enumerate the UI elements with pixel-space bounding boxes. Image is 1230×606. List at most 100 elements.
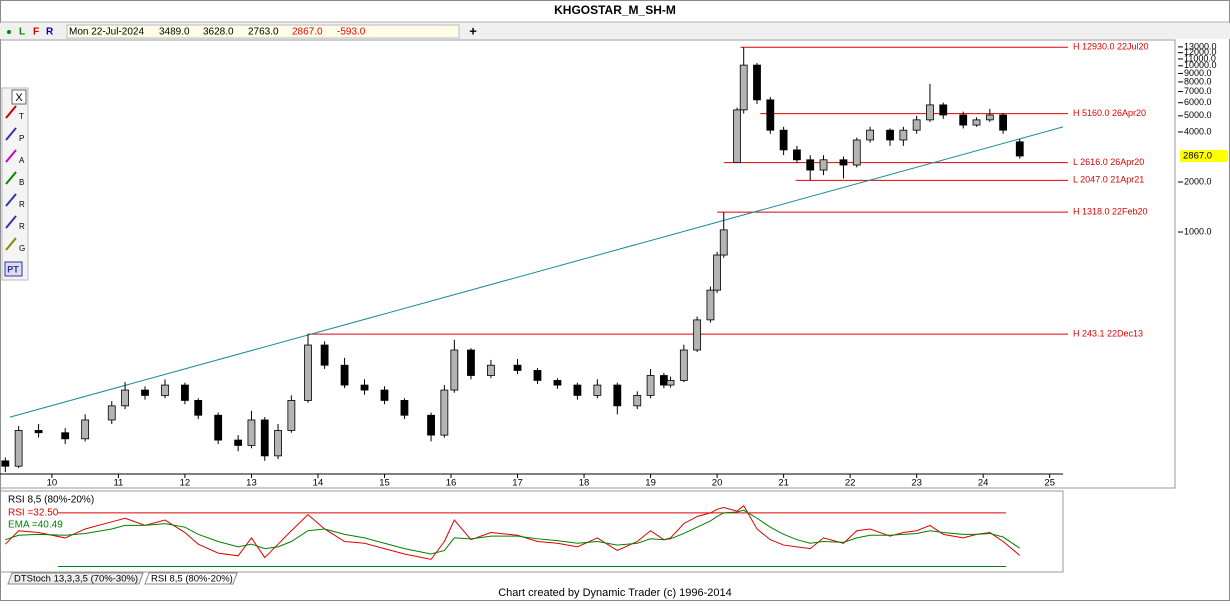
tool-icon[interactable] — [5, 237, 17, 251]
candle-body — [274, 430, 282, 457]
candle-body — [450, 349, 459, 391]
rsi-panel — [0, 490, 1064, 573]
candle-body — [839, 159, 848, 166]
x-tick-label: 21 — [778, 478, 789, 489]
toolbar-button[interactable]: R — [46, 27, 54, 38]
tab[interactable] — [7, 572, 144, 585]
candle-body — [440, 389, 449, 436]
tools-close[interactable] — [11, 89, 27, 105]
candle-body — [487, 364, 495, 376]
tool-label: R — [19, 200, 25, 209]
candle-body — [214, 414, 223, 441]
candle-body — [972, 119, 981, 126]
candle-body — [181, 384, 189, 401]
candle-body — [234, 439, 243, 446]
rsi-line — [5, 509, 1021, 555]
candle-body — [793, 149, 801, 161]
candle-body — [247, 419, 256, 446]
candle-body — [513, 364, 522, 371]
candle-body — [61, 432, 70, 440]
tool-icon[interactable] — [5, 149, 17, 163]
add-button[interactable]: + — [469, 23, 477, 38]
toolbar-button[interactable]: L — [19, 27, 25, 38]
toolbar-button[interactable]: F — [33, 27, 39, 38]
candle-body — [753, 64, 761, 101]
x-tick-label: 13 — [246, 478, 257, 489]
candle-body — [739, 64, 748, 111]
quote-close: 2867.0 — [292, 27, 323, 38]
x-tick-label: 11 — [113, 478, 123, 489]
quote-open: 3489.0 — [159, 27, 190, 38]
level-label: H 5160.0 26Apr20 — [1073, 108, 1146, 118]
candle-body — [340, 364, 349, 386]
candle-body — [633, 395, 642, 407]
footer: Chart created by Dynamic Trader (c) 1996… — [498, 587, 732, 599]
y-tick-label: 13000.0 — [1184, 41, 1217, 51]
candle-body — [260, 419, 269, 457]
candle-body — [14, 430, 23, 467]
candle-body — [719, 229, 728, 256]
candle-body — [320, 344, 329, 366]
y-tick-label: 5000.0 — [1184, 110, 1212, 120]
tab[interactable] — [144, 572, 238, 585]
tool-icon[interactable] — [5, 215, 17, 229]
x-tick-label: 10 — [47, 478, 58, 489]
candle-body — [806, 159, 815, 171]
candle-body — [819, 159, 828, 171]
candle-body — [1, 460, 10, 467]
candle-body — [985, 114, 994, 121]
tool-icon[interactable] — [5, 193, 17, 207]
candle-body — [939, 104, 948, 116]
tool-pt-label: PT — [7, 264, 19, 274]
tool-icon[interactable] — [5, 171, 17, 185]
x-tick-label: 20 — [712, 478, 723, 489]
x-tick-label: 23 — [911, 478, 922, 489]
candle-body — [926, 104, 934, 121]
tools-close-label: X — [15, 92, 23, 104]
level-label: H 243.1 22Dec13 — [1073, 328, 1143, 338]
y-tick-label: 8000.0 — [1184, 76, 1212, 86]
tool-icon[interactable] — [5, 105, 17, 119]
tab-label: DTStoch 13,3,3,5 (70%-30%) — [14, 574, 138, 585]
y-tick-label: 9000.0 — [1184, 68, 1212, 78]
quote-low: 2763.0 — [248, 27, 279, 38]
candle-body — [779, 129, 788, 151]
x-tick-label: 22 — [845, 478, 856, 489]
candle-body — [427, 414, 435, 436]
candle-body — [380, 389, 389, 401]
candle-body — [666, 380, 675, 386]
y-tick-label: 11000.0 — [1184, 53, 1216, 63]
last-price-box — [1180, 149, 1228, 162]
candle-body — [194, 400, 203, 416]
candle-body — [646, 375, 655, 396]
trendline — [9, 126, 1064, 418]
y-tick-label: 2000.0 — [1184, 176, 1212, 186]
candle-body — [107, 405, 116, 421]
candle-body — [400, 400, 409, 416]
y-tick-label: 1000.0 — [1184, 226, 1212, 236]
tool-icon[interactable] — [5, 127, 17, 141]
level-label: H 1318.0 22Feb20 — [1073, 206, 1148, 216]
tool-pt[interactable] — [4, 261, 23, 277]
x-tick-label: 25 — [1044, 478, 1055, 489]
candle-body — [999, 114, 1008, 131]
tool-label: P — [19, 134, 24, 143]
y-tick-label: 4000.0 — [1184, 126, 1212, 136]
candle-body — [899, 129, 908, 141]
rsi-title: RSI 8,5 (80%-20%) — [8, 495, 94, 506]
candle-body — [852, 139, 861, 166]
x-tick-label: 12 — [180, 478, 191, 489]
candle-body — [959, 114, 968, 126]
candle-body — [34, 430, 43, 434]
quote-high: 3628.0 — [203, 27, 234, 38]
candle-body — [161, 384, 169, 396]
x-tick-label: 19 — [645, 478, 656, 489]
candle-body — [360, 384, 369, 391]
candle-body — [733, 109, 741, 164]
status-dot — [7, 30, 11, 34]
candle-body — [679, 349, 688, 381]
candle-body — [659, 375, 668, 386]
rsi-value: RSI =32.50 — [8, 508, 59, 519]
